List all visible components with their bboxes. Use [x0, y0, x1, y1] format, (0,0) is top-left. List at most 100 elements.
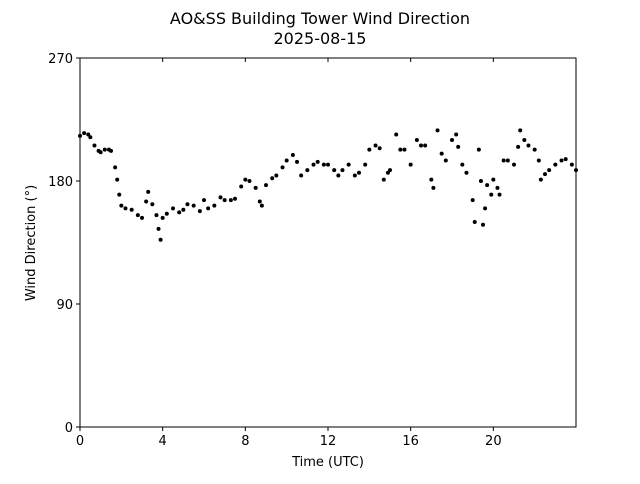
data-point: [456, 144, 461, 149]
data-point: [253, 185, 258, 190]
data-point: [154, 213, 159, 218]
data-point: [481, 222, 485, 227]
data-point: [247, 179, 252, 183]
data-point: [402, 147, 407, 152]
data-point: [483, 206, 488, 211]
data-point: [228, 198, 233, 203]
data-point: [518, 128, 523, 133]
data-point: [146, 189, 151, 194]
data-point: [472, 220, 477, 224]
data-point: [102, 147, 107, 152]
data-point: [526, 143, 531, 148]
data-point: [218, 195, 223, 200]
x-tick-label: 8: [241, 434, 249, 449]
data-point: [191, 203, 196, 208]
data-point: [489, 192, 494, 197]
plot-frame: [79, 57, 577, 428]
data-point: [547, 168, 552, 173]
data-point: [274, 173, 279, 178]
data-point: [326, 162, 330, 167]
data-point: [491, 177, 496, 182]
data-point: [243, 177, 248, 182]
data-point: [522, 138, 527, 142]
data-point: [129, 207, 134, 212]
data-point: [495, 185, 500, 190]
data-point: [543, 172, 547, 177]
data-point: [233, 196, 237, 201]
y-tick-label: 0: [65, 421, 73, 436]
data-point: [478, 179, 483, 183]
data-point: [177, 210, 182, 215]
y-axis-ticks: 0 90 180 270: [48, 52, 80, 436]
data-point: [431, 185, 436, 190]
data-point: [88, 135, 93, 140]
data-point: [470, 198, 475, 203]
x-tick-label: 20: [485, 434, 502, 449]
data-point: [569, 162, 574, 167]
data-point: [501, 158, 506, 163]
data-point: [109, 148, 113, 153]
data-point: [373, 143, 378, 148]
x-axis-label: Time (UTC): [291, 455, 364, 470]
data-point: [280, 165, 285, 170]
data-point: [264, 183, 268, 188]
data-point: [150, 202, 155, 207]
data-point: [299, 173, 304, 178]
data-point: [346, 162, 351, 167]
data-point: [443, 158, 448, 163]
x-tick-label: 4: [159, 434, 167, 449]
data-point: [398, 147, 403, 152]
data-point: [202, 198, 206, 203]
data-point: [82, 131, 87, 136]
data-point: [290, 153, 295, 158]
data-point: [123, 206, 128, 211]
data-point: [381, 177, 386, 182]
data-point: [516, 144, 521, 149]
data-points: [78, 128, 578, 242]
data-point: [160, 215, 165, 220]
data-point: [212, 203, 217, 208]
data-point: [408, 162, 413, 167]
data-point: [185, 202, 190, 207]
data-point: [321, 162, 326, 167]
data-point: [340, 168, 345, 173]
data-point: [336, 173, 341, 178]
data-point: [119, 203, 124, 208]
data-point: [115, 177, 120, 182]
data-point: [259, 203, 264, 208]
y-tick-label: 180: [48, 175, 73, 190]
x-axis-ticks: 0 4 8 12 16 20: [76, 58, 502, 449]
data-point: [305, 168, 310, 173]
y-tick-label: 90: [56, 298, 73, 313]
data-point: [394, 132, 399, 137]
data-point: [156, 226, 161, 231]
data-point: [181, 207, 186, 212]
data-point: [86, 132, 91, 137]
data-point: [429, 177, 434, 182]
data-point: [485, 183, 490, 188]
data-point: [357, 170, 361, 175]
data-point: [239, 184, 244, 189]
x-tick-label: 16: [402, 434, 419, 449]
data-point: [505, 158, 510, 163]
data-point: [536, 158, 541, 163]
data-point: [311, 162, 316, 167]
data-point: [270, 176, 275, 181]
data-point: [476, 147, 481, 152]
data-point: [454, 132, 459, 137]
data-point: [135, 213, 140, 218]
data-point: [377, 146, 382, 151]
data-point: [352, 173, 357, 178]
data-point: [164, 211, 169, 216]
data-point: [367, 147, 372, 152]
data-point: [98, 150, 103, 155]
data-point: [460, 162, 465, 167]
y-axis-label: Wind Direction (°): [24, 185, 39, 301]
data-point: [315, 159, 320, 164]
data-point: [423, 143, 428, 148]
x-tick-label: 0: [76, 434, 84, 449]
data-point: [450, 138, 454, 142]
data-point: [332, 168, 337, 173]
data-point: [295, 159, 299, 164]
chart-title: AO&SS Building Tower Wind Direction: [170, 9, 470, 28]
